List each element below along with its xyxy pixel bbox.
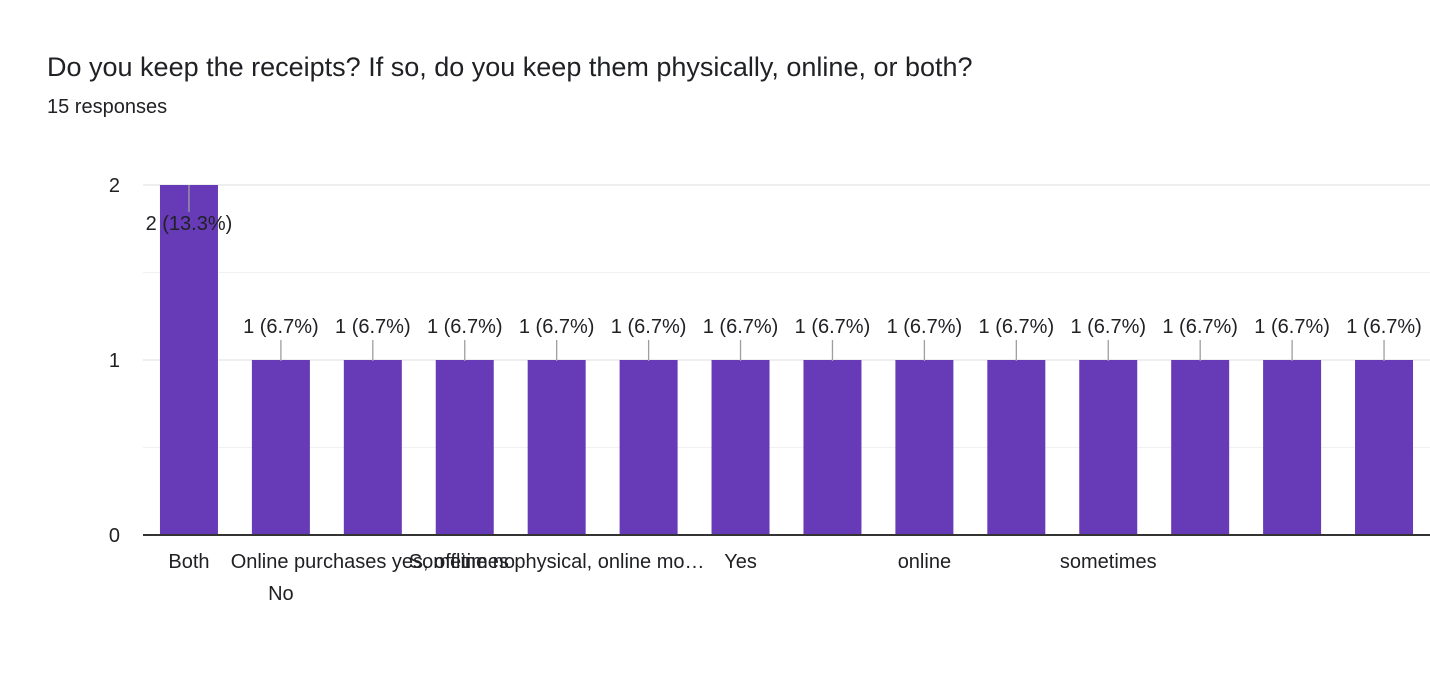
data-label: 2 (13.3%) xyxy=(146,213,233,235)
data-label: 1 (6.7%) xyxy=(795,316,871,338)
y-tick-label: 1 xyxy=(109,350,120,372)
bar xyxy=(803,360,862,535)
y-tick-label: 2 xyxy=(109,175,120,197)
x-tick-label: Sometimes physical, online mo… xyxy=(409,551,705,573)
data-label: 1 (6.7%) xyxy=(335,316,411,338)
bar xyxy=(987,360,1046,535)
bar xyxy=(435,360,494,535)
data-label: 1 (6.7%) xyxy=(1346,316,1422,338)
response-count: 15 responses xyxy=(47,96,168,118)
data-label: 1 (6.7%) xyxy=(1070,316,1146,338)
bar xyxy=(527,360,586,535)
bar xyxy=(1263,360,1322,535)
bar xyxy=(343,360,402,535)
x-tick-label: online xyxy=(898,551,951,573)
data-label: 1 (6.7%) xyxy=(979,316,1055,338)
x-tick-label: Online purchases yes, offline no xyxy=(231,551,515,573)
data-label: 1 (6.7%) xyxy=(611,316,687,338)
bar xyxy=(1355,360,1414,535)
data-label: 1 (6.7%) xyxy=(243,316,319,338)
y-axis-ticks: 0 1 2 xyxy=(109,175,120,547)
bar xyxy=(251,360,310,535)
bar xyxy=(159,185,218,535)
data-label: 1 (6.7%) xyxy=(703,316,779,338)
x-tick-label: No xyxy=(268,583,294,605)
data-label: 1 (6.7%) xyxy=(519,316,595,338)
x-tick-label: sometimes xyxy=(1060,551,1157,573)
data-labels: 2 (13.3%) 1 (6.7%) 1 (6.7%) 1 (6.7%) 1 (6.7%… xyxy=(146,185,1422,361)
data-label: 1 (6.7%) xyxy=(427,316,503,338)
x-tick-label: Both xyxy=(168,551,209,573)
bar xyxy=(711,360,770,535)
y-tick-label: 0 xyxy=(109,525,120,547)
x-axis-labels: Both No Online purchases yes, offline noSo… xyxy=(168,551,1156,605)
data-label: 1 (6.7%) xyxy=(887,316,963,338)
bar xyxy=(895,360,954,535)
bar xyxy=(1171,360,1230,535)
question-title: Do you keep the receipts? If so, do you … xyxy=(47,52,973,82)
data-label: 1 (6.7%) xyxy=(1254,316,1330,338)
bar xyxy=(1079,360,1138,535)
bar xyxy=(619,360,678,535)
bars xyxy=(159,185,1414,535)
data-label: 1 (6.7%) xyxy=(1162,316,1238,338)
x-tick-label: Yes xyxy=(724,551,757,573)
